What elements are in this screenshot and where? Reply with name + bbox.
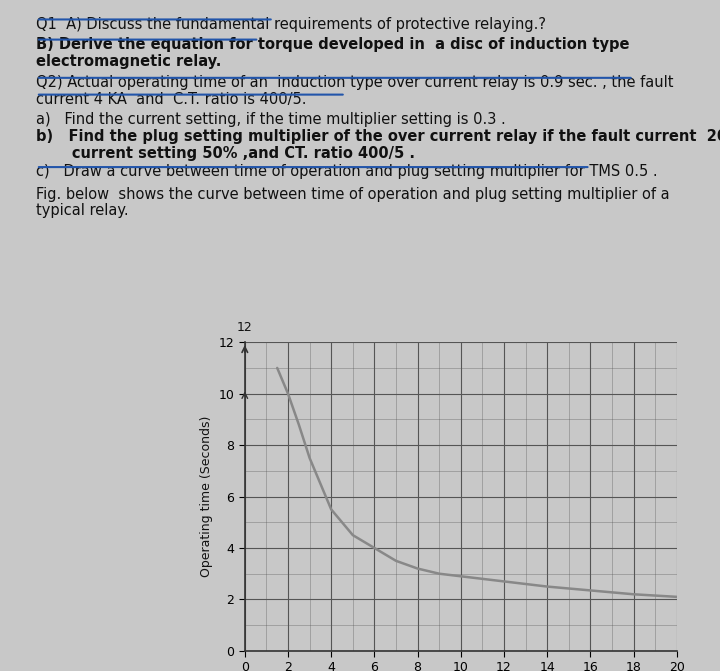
Text: a)   Find the current setting, if the time multiplier setting is 0.3 .: a) Find the current setting, if the time… (36, 112, 505, 127)
Text: electromagnetic relay.: electromagnetic relay. (36, 54, 221, 68)
Text: typical relay.: typical relay. (36, 203, 129, 218)
Text: c)   Draw a curve between time of operation and plug setting multiplier for TMS : c) Draw a curve between time of operatio… (36, 164, 657, 179)
Text: current 4 KA  and  C.T. ratio is 400/5.: current 4 KA and C.T. ratio is 400/5. (36, 92, 307, 107)
Text: b)   Find the plug setting multiplier of the over current relay if the fault cur: b) Find the plug setting multiplier of t… (36, 129, 720, 144)
Text: Fig. below  shows the curve between time of operation and plug setting multiplie: Fig. below shows the curve between time … (36, 187, 670, 201)
Text: B) Derive the equation for torque developed in  a disc of induction type: B) Derive the equation for torque develo… (36, 37, 629, 52)
Text: Q2) Actual operating time of an  induction type over current relay is 0.9 sec. ,: Q2) Actual operating time of an inductio… (36, 75, 673, 90)
Y-axis label: Operating time (Seconds): Operating time (Seconds) (200, 416, 213, 577)
Text: 12: 12 (237, 321, 253, 334)
Text: Q1  A) Discuss the fundamental requirements of protective relaying.?: Q1 A) Discuss the fundamental requiremen… (36, 17, 546, 32)
Text: current setting 50% ,and CT. ratio 400/5 .: current setting 50% ,and CT. ratio 400/5… (36, 146, 415, 160)
